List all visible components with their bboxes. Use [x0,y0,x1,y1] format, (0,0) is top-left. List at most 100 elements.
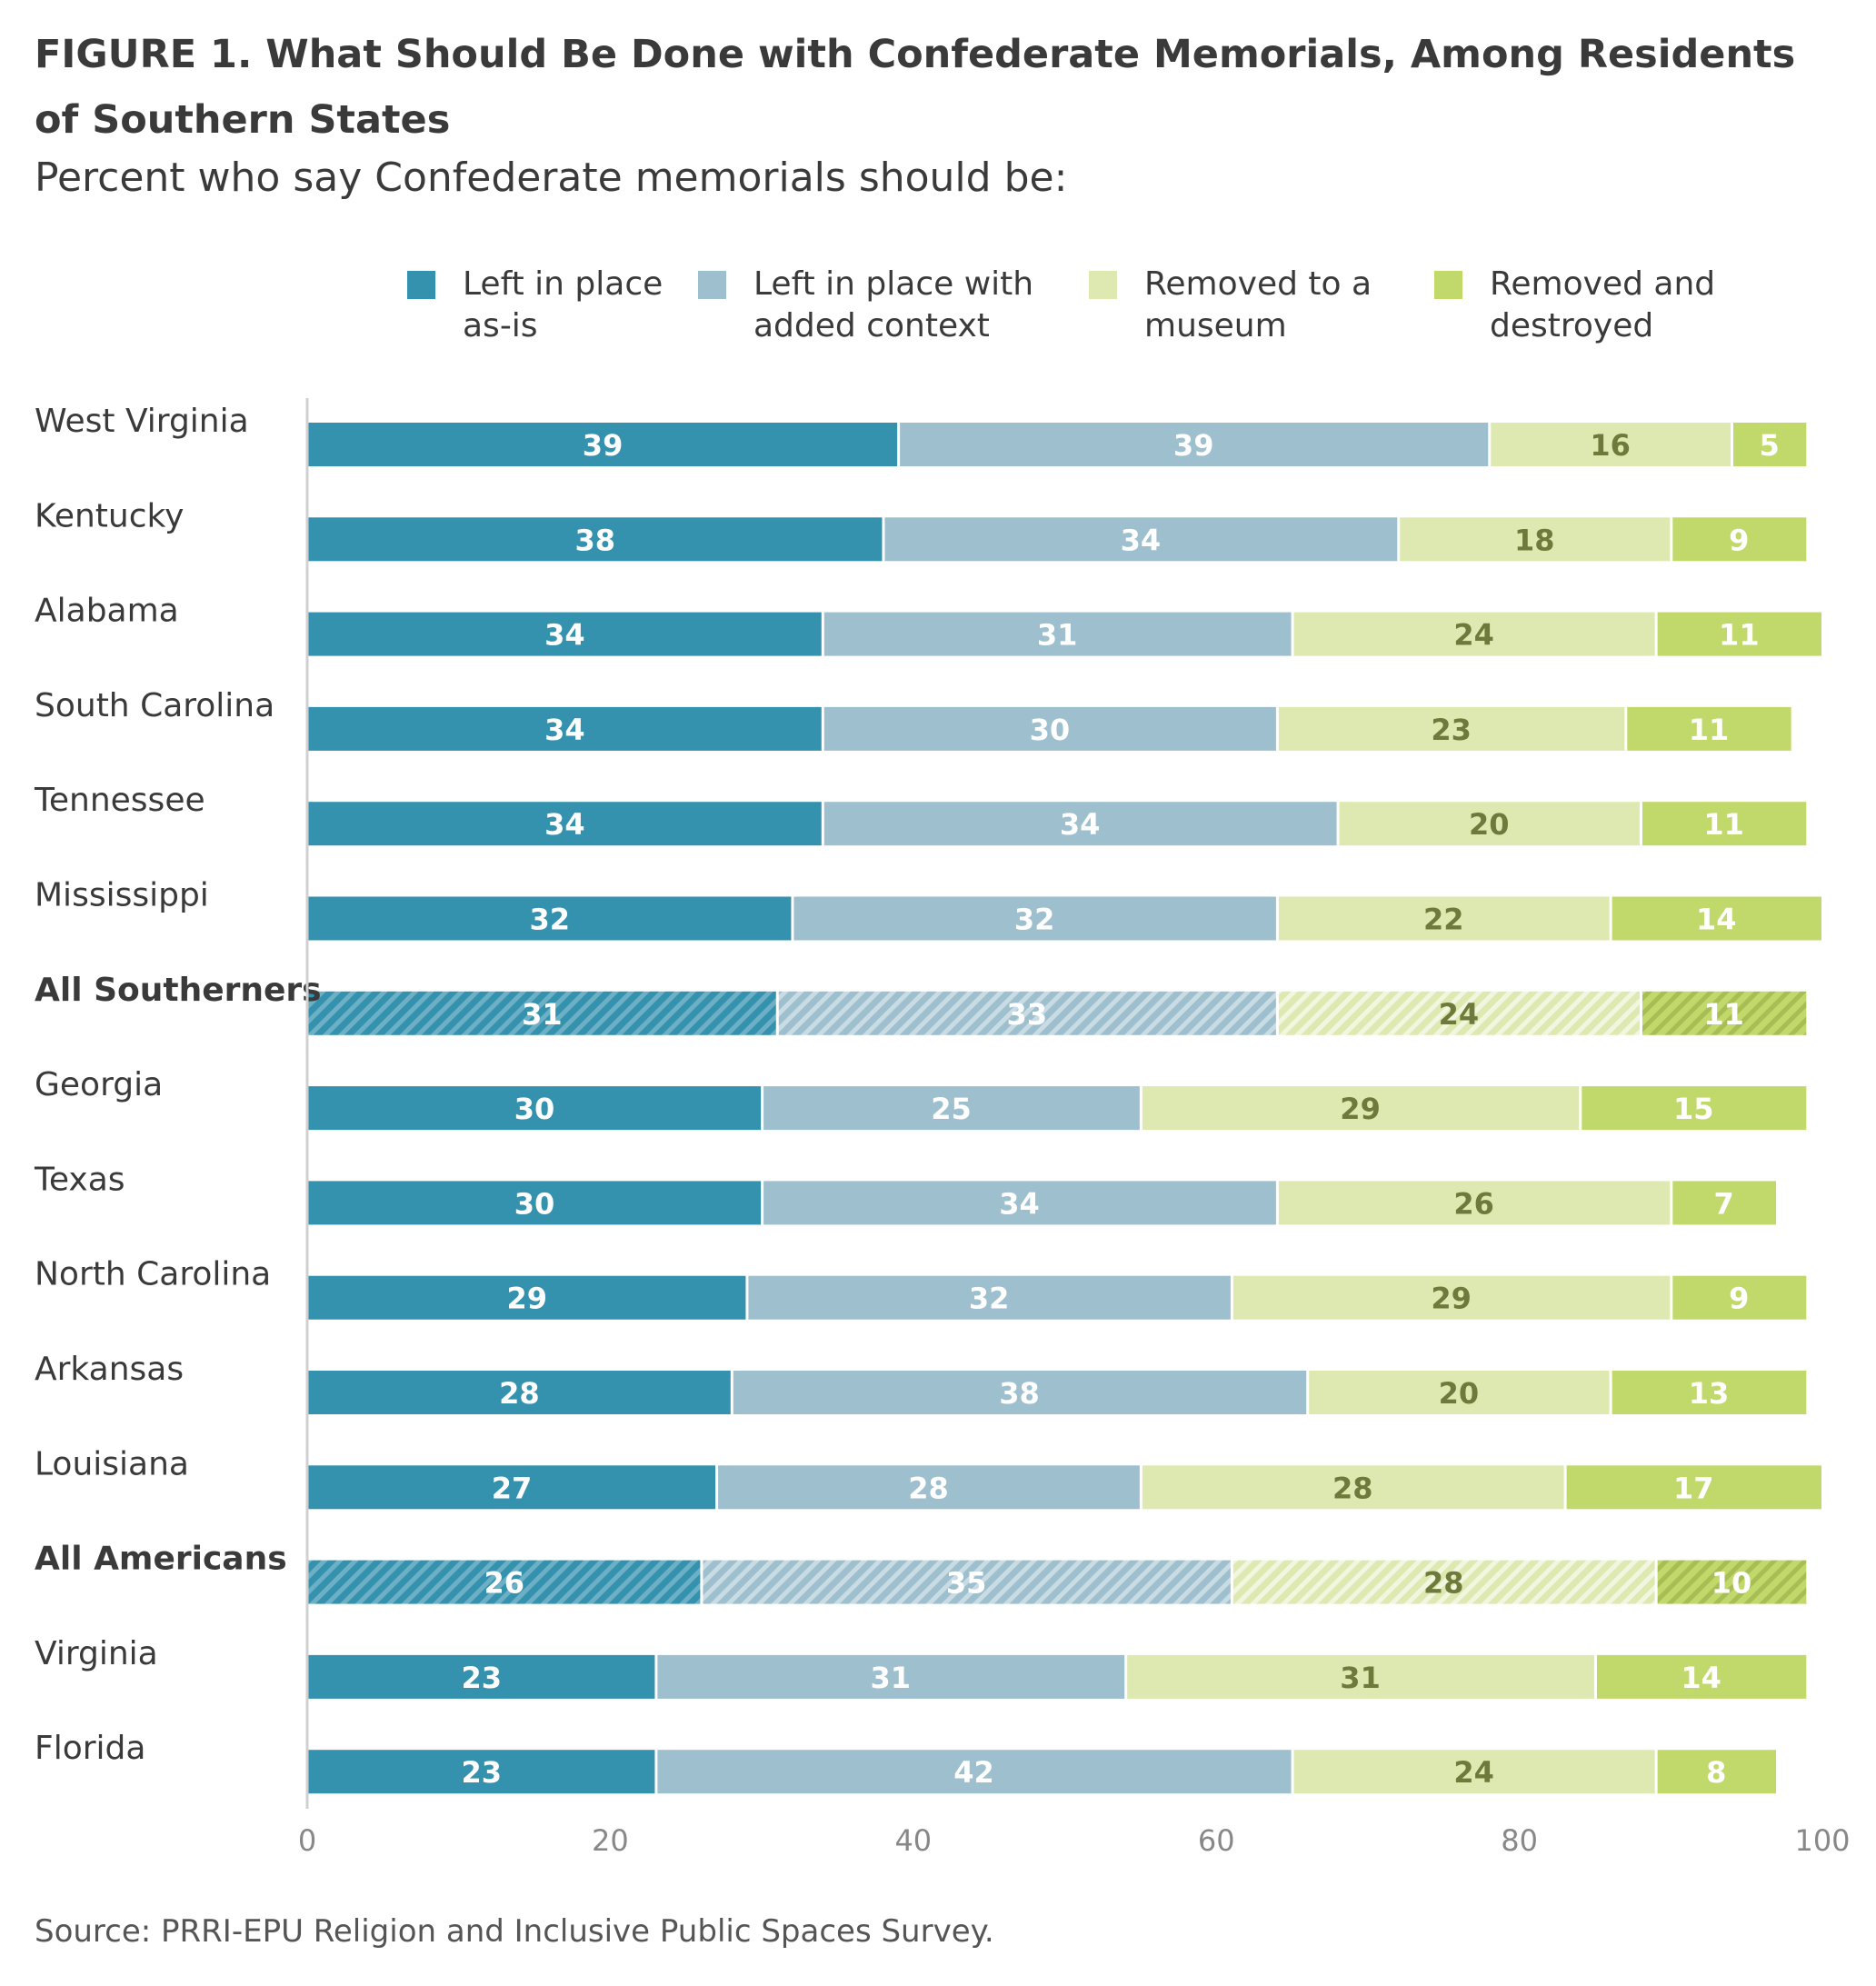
bar-north-carolina-series-2 [1232,1275,1671,1320]
data-label-mississippi-series-2: 22 [1423,903,1464,937]
category-label-west-virginia: West Virginia [35,403,249,440]
bar-west-virginia-series-0 [307,423,898,466]
bar-arkansas-series-2 [1309,1371,1610,1414]
data-label-louisiana-series-3: 17 [1673,1471,1714,1505]
bar-south-carolina-series-1 [823,706,1276,751]
data-label-all-southerners-series-1: 33 [1007,997,1048,1032]
data-label-all-americans-series-1: 35 [946,1566,987,1601]
x-tick-label-60: 60 [1198,1823,1235,1858]
bar-mississippi-series-0 [307,896,792,941]
data-label-north-carolina-series-3: 9 [1729,1282,1749,1316]
data-label-tennessee-series-3: 11 [1703,807,1744,842]
bar-north-carolina-series-0 [307,1275,746,1320]
legend-item-left-as-is: Left in place as-is [407,264,690,347]
bar-all-americans-series-2 [1232,1560,1655,1604]
bar-arkansas-series-1 [733,1371,1307,1414]
data-label-tennessee-series-0: 34 [544,807,585,842]
bar-louisiana-series-3 [1566,1465,1821,1510]
bar-north-carolina-series-1 [748,1275,1231,1320]
bar-texas-series-0 [307,1181,762,1225]
data-label-arkansas-series-1: 38 [999,1376,1040,1411]
data-label-alabama-series-0: 34 [544,618,585,653]
bar-all-americans-series-1 [703,1560,1231,1604]
data-label-north-carolina-series-0: 29 [506,1282,547,1316]
data-label-louisiana-series-0: 27 [492,1471,533,1505]
data-label-virginia-series-2: 31 [1340,1661,1381,1695]
data-label-west-virginia-series-2: 16 [1590,428,1631,463]
data-label-kentucky-series-0: 38 [574,523,615,557]
bar-texas-series-1 [763,1181,1276,1225]
bar-texas-series-3 [1672,1181,1776,1225]
data-label-florida-series-0: 23 [461,1755,502,1790]
category-label-kentucky: Kentucky [35,497,184,534]
bars-group: 39 39 16 5 38 34 18 9 34 31 24 11 34 30 23 11 34 34 20 11 32… [307,423,1821,1794]
category-label-virginia: Virginia [35,1635,158,1672]
bar-florida-series-1 [657,1750,1292,1794]
bar-texas-series-2 [1278,1181,1671,1225]
data-label-texas-series-1: 34 [999,1186,1040,1221]
bar-kentucky-series-2 [1400,517,1671,562]
bar-tennessee-series-2 [1339,802,1640,846]
category-label-all-americans: All Americans [35,1541,287,1578]
bar-mississippi-series-1 [793,896,1276,941]
bar-virginia-series-1 [657,1654,1125,1699]
bar-mississippi-series-2 [1278,896,1610,941]
data-label-florida-series-3: 8 [1706,1755,1726,1790]
category-label-texas: Texas [34,1161,125,1198]
data-label-west-virginia-series-0: 39 [583,428,624,463]
data-label-texas-series-0: 30 [514,1186,555,1221]
bar-alabama-series-3 [1657,612,1821,656]
legend-item-left-with-context: Left in place with added context [698,264,1063,347]
chart-title: FIGURE 1. What Should Be Done with Confe… [35,32,1796,143]
bar-florida-series-2 [1293,1750,1655,1794]
data-label-kentucky-series-1: 34 [1121,523,1162,557]
category-label-south-carolina: South Carolina [35,687,274,724]
data-label-mississippi-series-3: 14 [1696,903,1737,937]
bar-tennessee-series-1 [823,802,1337,846]
category-label-florida: Florida [35,1730,145,1767]
category-label-louisiana: Louisiana [35,1445,189,1482]
data-label-virginia-series-0: 23 [461,1661,502,1695]
chart-subtitle: Percent who say Confederate memorials sh… [35,155,1068,201]
x-tick-label-40: 40 [894,1823,932,1858]
data-label-mississippi-series-0: 32 [529,903,570,937]
legend-label-left-as-is: Left in place as-is [463,265,664,344]
bar-virginia-series-0 [307,1654,655,1699]
data-label-north-carolina-series-1: 32 [969,1282,1010,1316]
bar-georgia-series-0 [307,1086,762,1131]
bar-south-carolina-series-0 [307,706,822,751]
x-axis-group: 0 20 40 60 80 100 [298,398,1851,1858]
bar-all-southerners-series-1 [778,991,1276,1035]
data-label-all-southerners-series-2: 24 [1439,997,1480,1032]
data-label-alabama-series-2: 24 [1453,618,1494,653]
data-label-georgia-series-1: 25 [931,1092,972,1126]
legend-swatch-left-as-is [407,271,435,299]
bar-alabama-series-0 [307,612,822,656]
category-label-alabama: Alabama [35,593,179,630]
bar-virginia-series-2 [1127,1654,1594,1699]
bar-all-americans-series-0 [307,1560,701,1604]
data-label-georgia-series-3: 15 [1673,1092,1714,1126]
data-label-all-southerners-series-0: 31 [522,997,563,1032]
bar-all-americans-series-3 [1657,1560,1807,1604]
bar-louisiana-series-1 [718,1465,1140,1510]
bar-west-virginia-series-3 [1732,423,1807,466]
data-label-georgia-series-0: 30 [514,1092,555,1126]
bar-south-carolina-series-3 [1627,706,1791,751]
bar-all-southerners-series-0 [307,991,776,1035]
data-label-texas-series-2: 26 [1453,1186,1494,1221]
category-label-north-carolina: North Carolina [35,1256,271,1293]
legend-label-removed-destroyed: Removed and destroyed [1490,265,1716,344]
bar-all-southerners-series-3 [1642,991,1807,1035]
data-label-florida-series-2: 24 [1453,1755,1494,1790]
data-label-tennessee-series-1: 34 [1060,807,1101,842]
data-label-texas-series-3: 7 [1714,1186,1734,1221]
bar-north-carolina-series-3 [1672,1275,1807,1320]
legend-swatch-left-with-context [698,271,726,299]
bar-west-virginia-series-1 [900,423,1489,466]
bar-tennessee-series-3 [1642,802,1807,846]
category-label-mississippi: Mississippi [35,877,209,914]
bar-georgia-series-2 [1142,1086,1580,1131]
legend-swatch-removed-museum [1089,271,1117,299]
